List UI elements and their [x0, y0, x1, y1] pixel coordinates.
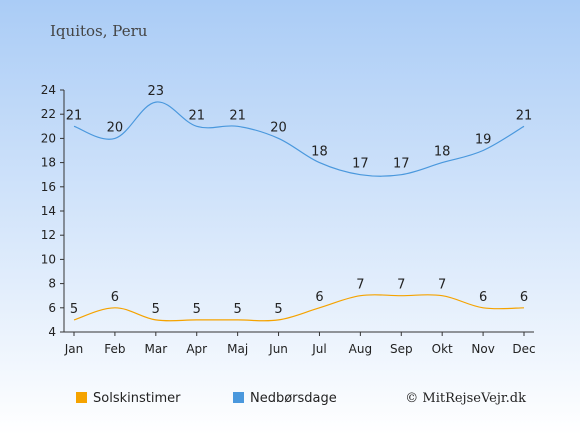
- legend-swatch-nedborsdage: [233, 392, 244, 403]
- y-tick-label: 12: [41, 228, 56, 242]
- series-line-nedborsdage: [73, 101, 525, 177]
- x-tick-label: Feb: [104, 342, 125, 356]
- y-tick-label: 24: [41, 83, 56, 97]
- x-tick-label: Jun: [268, 342, 288, 356]
- axes: 4 6 8 10 12 14 16 18 20 22 24 Jan Feb Mar Apr Maj Jun Jul…: [41, 83, 536, 356]
- x-tick-label: Okt: [432, 342, 453, 356]
- data-label-nedborsdage: 18: [434, 145, 451, 160]
- data-label-solskinstimer: 5: [233, 302, 241, 317]
- x-tick-label: Aug: [349, 342, 372, 356]
- legend-swatch-solskinstimer: [76, 392, 87, 403]
- legend-label-solskinstimer: Solskinstimer: [93, 391, 181, 406]
- data-label-solskinstimer: 7: [397, 278, 405, 293]
- data-label-solskinstimer: 5: [70, 302, 78, 317]
- y-tick-label: 22: [41, 107, 56, 121]
- data-label-nedborsdage: 17: [393, 157, 410, 172]
- data-label-solskinstimer: 5: [152, 302, 160, 317]
- data-label-nedborsdage: 20: [107, 120, 124, 135]
- data-label-solskinstimer: 6: [111, 290, 119, 305]
- x-tick-label: Jan: [64, 342, 84, 356]
- x-tick-label: Jul: [311, 342, 326, 356]
- x-tick-label: Mar: [144, 342, 167, 356]
- data-label-nedborsdage: 17: [352, 157, 369, 172]
- legend-label-nedborsdage: Nedbørsdage: [250, 391, 337, 406]
- legend: Solskinstimer Nedbørsdage: [76, 391, 337, 406]
- series-line-solskinstimer: [73, 294, 525, 322]
- credit-text: © MitRejseVejr.dk: [405, 391, 526, 406]
- data-label-nedborsdage: 20: [270, 120, 287, 135]
- x-tick-label: Apr: [186, 342, 207, 356]
- y-tick-label: 6: [48, 301, 56, 315]
- data-label-nedborsdage: 19: [475, 133, 492, 148]
- data-label-solskinstimer: 5: [274, 302, 282, 317]
- y-tick-label: 10: [41, 252, 56, 266]
- y-tick-label: 16: [41, 180, 56, 194]
- y-tick-label: 18: [41, 156, 56, 170]
- data-label-solskinstimer: 6: [479, 290, 487, 305]
- y-tick-label: 8: [48, 277, 56, 291]
- data-label-nedborsdage: 23: [148, 84, 165, 99]
- data-label-nedborsdage: 21: [188, 108, 205, 123]
- x-tick-label: Dec: [512, 342, 535, 356]
- data-label-solskinstimer: 7: [438, 278, 446, 293]
- data-label-nedborsdage: 21: [516, 108, 533, 123]
- y-tick-label: 4: [48, 325, 56, 339]
- x-tick-label: Sep: [390, 342, 413, 356]
- data-label-solskinstimer: 6: [520, 290, 528, 305]
- y-tick-label: 14: [41, 204, 56, 218]
- x-tick-label: Maj: [227, 342, 248, 356]
- data-label-nedborsdage: 21: [229, 108, 246, 123]
- series-layer: 5 6 5 5 5 5 6 7 7 7 6 6 21 20 23 21 21 20 18 17 17 18 19 21: [66, 84, 533, 322]
- y-tick-label: 20: [41, 131, 56, 145]
- data-label-solskinstimer: 5: [193, 302, 201, 317]
- x-tick-label: Nov: [471, 342, 494, 356]
- data-label-solskinstimer: 6: [315, 290, 323, 305]
- data-label-nedborsdage: 21: [66, 108, 83, 123]
- chart-title: Iquitos, Peru: [50, 22, 148, 40]
- data-label-nedborsdage: 18: [311, 145, 328, 160]
- data-label-solskinstimer: 7: [356, 278, 364, 293]
